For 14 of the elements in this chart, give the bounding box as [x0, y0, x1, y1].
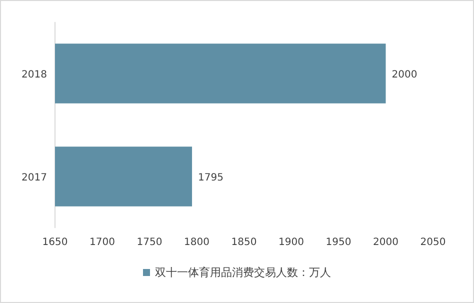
x-tick-label: 1650 — [42, 237, 68, 248]
x-tick-label: 1700 — [90, 237, 115, 248]
x-tick-label: 1800 — [184, 237, 210, 248]
x-tick-label: 1750 — [136, 237, 162, 248]
x-tick-label: 2000 — [373, 237, 398, 248]
y-tick-label: 2018 — [22, 70, 47, 80]
x-tick-label: 2050 — [420, 237, 446, 248]
y-tick-label: 2017 — [22, 172, 47, 184]
legend-label: 双十一体育用品消费交易人数：万人 — [155, 266, 331, 279]
data-label: 1795 — [198, 172, 224, 184]
x-tick-label: 1950 — [326, 237, 352, 248]
data-label: 2000 — [392, 70, 418, 80]
x-tick-label: 1900 — [278, 237, 304, 248]
x-tick-label: 1850 — [231, 237, 257, 248]
